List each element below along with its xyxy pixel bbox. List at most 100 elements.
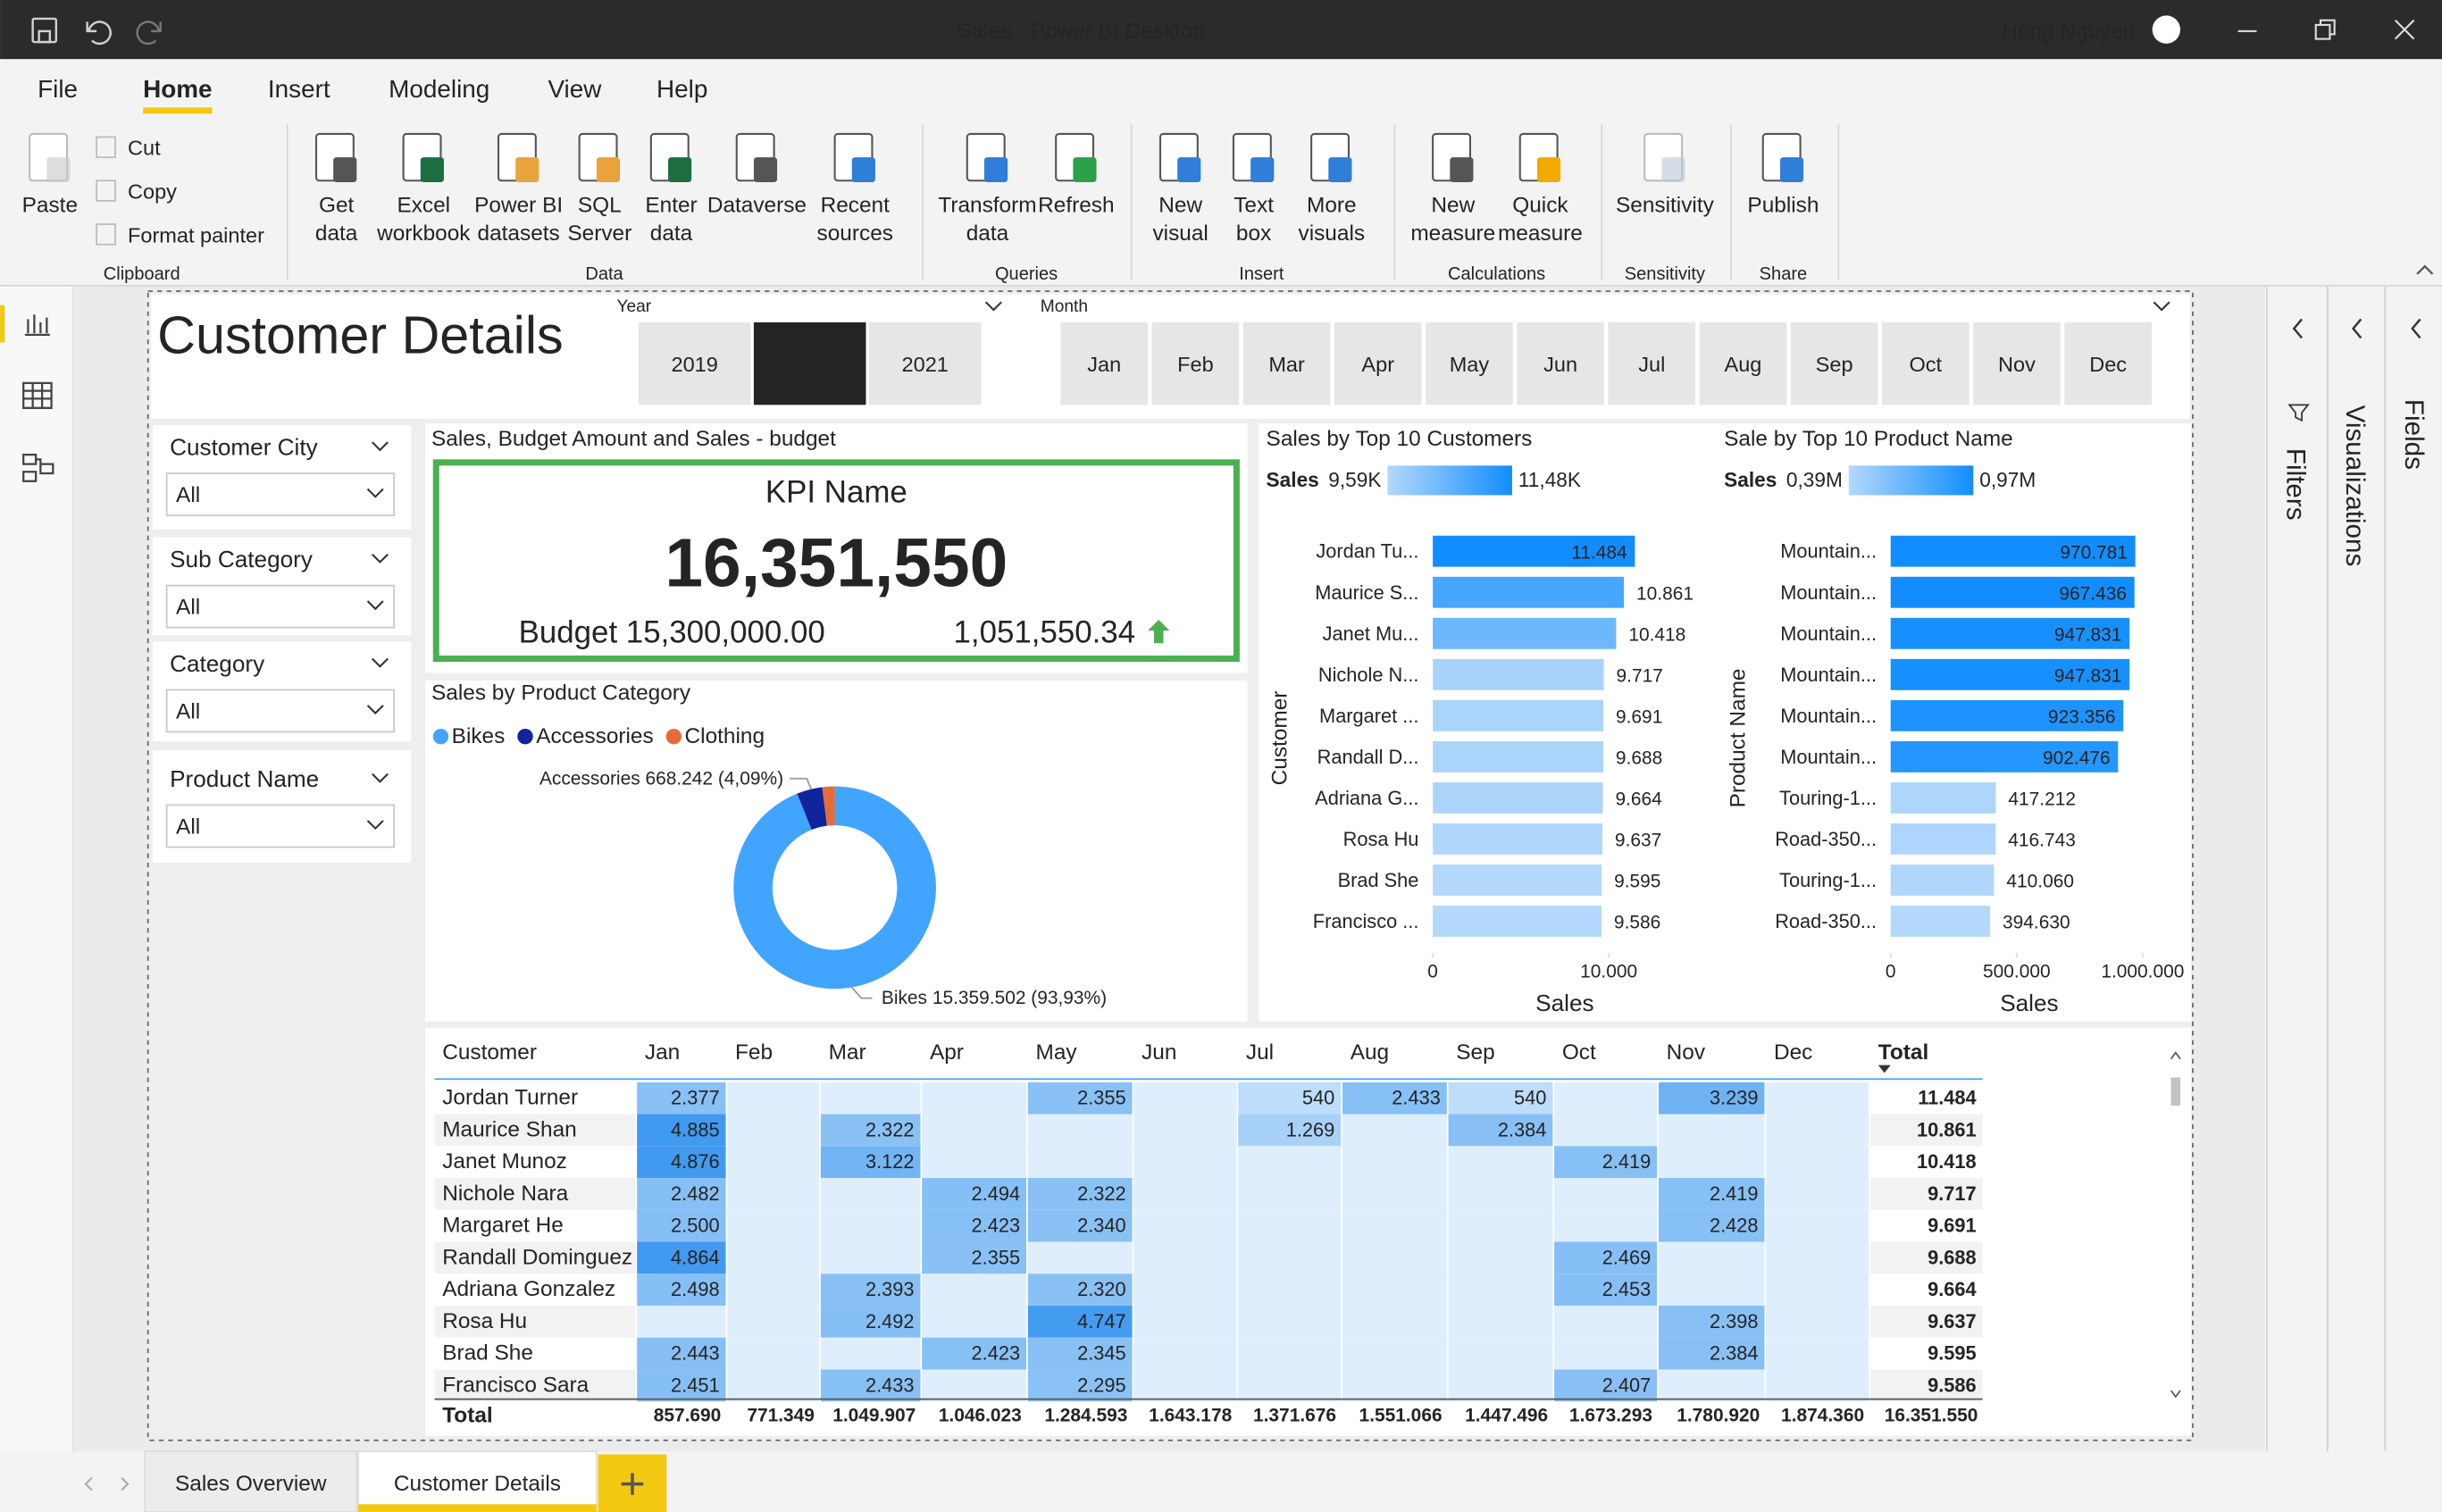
ribbon-tab[interactable]: Help [656, 75, 707, 103]
table-cell: 2.433 [1392, 1087, 1441, 1109]
filter-value[interactable]: All [176, 699, 200, 723]
column-header[interactable]: Apr [930, 1040, 964, 1065]
bar[interactable] [1433, 823, 1602, 855]
filter-dropdown[interactable] [167, 473, 395, 515]
ribbon-button[interactable]: Publish [1747, 194, 1819, 218]
bar[interactable] [1433, 659, 1603, 690]
bar[interactable] [1891, 865, 1995, 896]
ribbon-button[interactable]: Refresh [1038, 194, 1114, 218]
ribbon-button[interactable]: measure [1498, 221, 1583, 246]
x-tick-label: 1.000.000 [2101, 961, 2184, 982]
slicer-option-label[interactable]: Aug [1725, 353, 1762, 376]
ribbon-button[interactable]: Get [319, 194, 355, 218]
bar[interactable] [1433, 741, 1603, 773]
filter-dropdown[interactable] [167, 586, 395, 628]
pane-label[interactable]: Visualizations [2340, 405, 2370, 567]
ribbon-button[interactable]: sources [817, 221, 893, 246]
column-header[interactable]: Nov [1667, 1040, 1706, 1065]
table-cell-bg [1133, 1338, 1236, 1370]
ribbon-button[interactable]: Power BI [474, 194, 563, 218]
bar[interactable] [1433, 782, 1602, 814]
column-header[interactable]: Jan [645, 1040, 680, 1065]
column-header[interactable]: Customer [442, 1040, 537, 1065]
column-header[interactable]: Jul [1246, 1040, 1274, 1065]
slicer-option-label[interactable]: 2021 [902, 353, 949, 376]
ribbon-tab[interactable]: View [548, 75, 602, 103]
slicer-option-label[interactable]: Jan [1087, 353, 1121, 376]
ribbon-button[interactable]: workbook [376, 221, 471, 246]
data-label: Bikes 15.359.502 (93,93%) [882, 988, 1107, 1008]
slicer-option-label[interactable]: 2019 [672, 353, 718, 376]
ribbon-tab[interactable]: File [38, 75, 78, 103]
category-label: Randall D... [1317, 746, 1419, 768]
filter-dropdown[interactable] [167, 805, 395, 847]
table-cell-bg [1133, 1115, 1236, 1147]
ribbon-button[interactable]: data [315, 221, 358, 246]
ribbon-button[interactable]: visual [1152, 221, 1208, 246]
bar[interactable] [1433, 865, 1602, 896]
ribbon-button[interactable]: Transform [938, 194, 1036, 218]
ribbon-button[interactable]: Text [1234, 194, 1274, 218]
page-tab-label[interactable]: Sales Overview [175, 1472, 327, 1496]
bar[interactable] [1891, 906, 1990, 937]
ribbon-button[interactable]: box [1236, 221, 1271, 246]
user-name[interactable]: Hong Nguyen [2002, 19, 2135, 43]
filter-dropdown[interactable] [167, 689, 395, 731]
slicer-option-label[interactable]: Mar [1268, 353, 1305, 376]
slicer-option-label[interactable]: Jun [1543, 353, 1577, 376]
bar[interactable] [1433, 700, 1603, 731]
ribbon-button[interactable]: Excel [397, 194, 450, 218]
ribbon-button[interactable]: data [966, 221, 1009, 246]
filter-value[interactable]: All [176, 483, 200, 507]
ribbon-tab[interactable]: Home [143, 75, 212, 103]
column-header[interactable]: Dec [1774, 1040, 1812, 1065]
ribbon-button[interactable]: Dataverse [707, 194, 807, 218]
bar[interactable] [1891, 782, 1996, 814]
column-header[interactable]: May [1036, 1040, 1078, 1065]
bar[interactable] [1891, 823, 1996, 855]
ribbon-button[interactable]: datasets [478, 221, 560, 246]
ribbon-button[interactable]: More [1307, 194, 1357, 218]
slicer-option-label[interactable]: Oct [1909, 353, 1942, 376]
ribbon-button[interactable]: Enter [645, 194, 697, 218]
slicer-option-label[interactable]: Dec [2089, 353, 2127, 376]
filter-value[interactable]: All [176, 814, 200, 839]
ribbon-button[interactable]: Recent [821, 194, 891, 218]
avatar[interactable] [2153, 15, 2180, 43]
slicer-option-label[interactable]: Feb [1177, 353, 1214, 376]
scroll-thumb[interactable] [2171, 1078, 2180, 1106]
ribbon-button[interactable]: measure [1410, 221, 1495, 246]
ribbon-button[interactable]: Server [567, 221, 631, 246]
slicer-option-label[interactable]: Nov [1998, 353, 2036, 376]
bar[interactable] [1433, 577, 1624, 608]
ribbon-button: Paste [22, 194, 78, 218]
ribbon-button[interactable]: New [1158, 194, 1202, 218]
pane-label[interactable]: Filters [2281, 448, 2311, 521]
ribbon-button[interactable]: data [650, 221, 693, 246]
ribbon-button[interactable]: SQL [578, 194, 622, 218]
column-header[interactable]: Jun [1142, 1040, 1176, 1065]
slicer-option-label[interactable]: Apr [1361, 353, 1394, 376]
ribbon-button[interactable]: New [1431, 194, 1475, 218]
column-header[interactable]: Sep [1456, 1040, 1494, 1065]
bar[interactable] [1433, 906, 1602, 937]
bar[interactable] [1433, 618, 1616, 649]
column-header[interactable]: Oct [1562, 1040, 1596, 1065]
filter-value[interactable]: All [176, 595, 200, 619]
table-cell-bg [1554, 1210, 1657, 1242]
ribbon-button[interactable]: Quick [1512, 194, 1568, 218]
ribbon-button[interactable]: visuals [1299, 221, 1366, 246]
ribbon-tab[interactable]: Modeling [389, 75, 489, 103]
column-header[interactable]: Aug [1351, 1040, 1389, 1065]
ribbon-tab[interactable]: Insert [268, 75, 330, 103]
slicer-option-label[interactable]: Sep [1816, 353, 1853, 376]
pane-label[interactable]: Fields [2399, 399, 2429, 470]
page-tab-label[interactable]: Customer Details [394, 1472, 561, 1496]
table-cell-bg [1342, 1146, 1447, 1178]
slicer-option-label[interactable]: Jul [1638, 353, 1665, 376]
slicer-option-label[interactable]: 2020 [787, 353, 833, 376]
column-header[interactable]: Total [1878, 1040, 1928, 1065]
slicer-option-label[interactable]: May [1450, 353, 1490, 376]
column-header[interactable]: Feb [735, 1040, 773, 1065]
column-header[interactable]: Mar [829, 1040, 866, 1065]
